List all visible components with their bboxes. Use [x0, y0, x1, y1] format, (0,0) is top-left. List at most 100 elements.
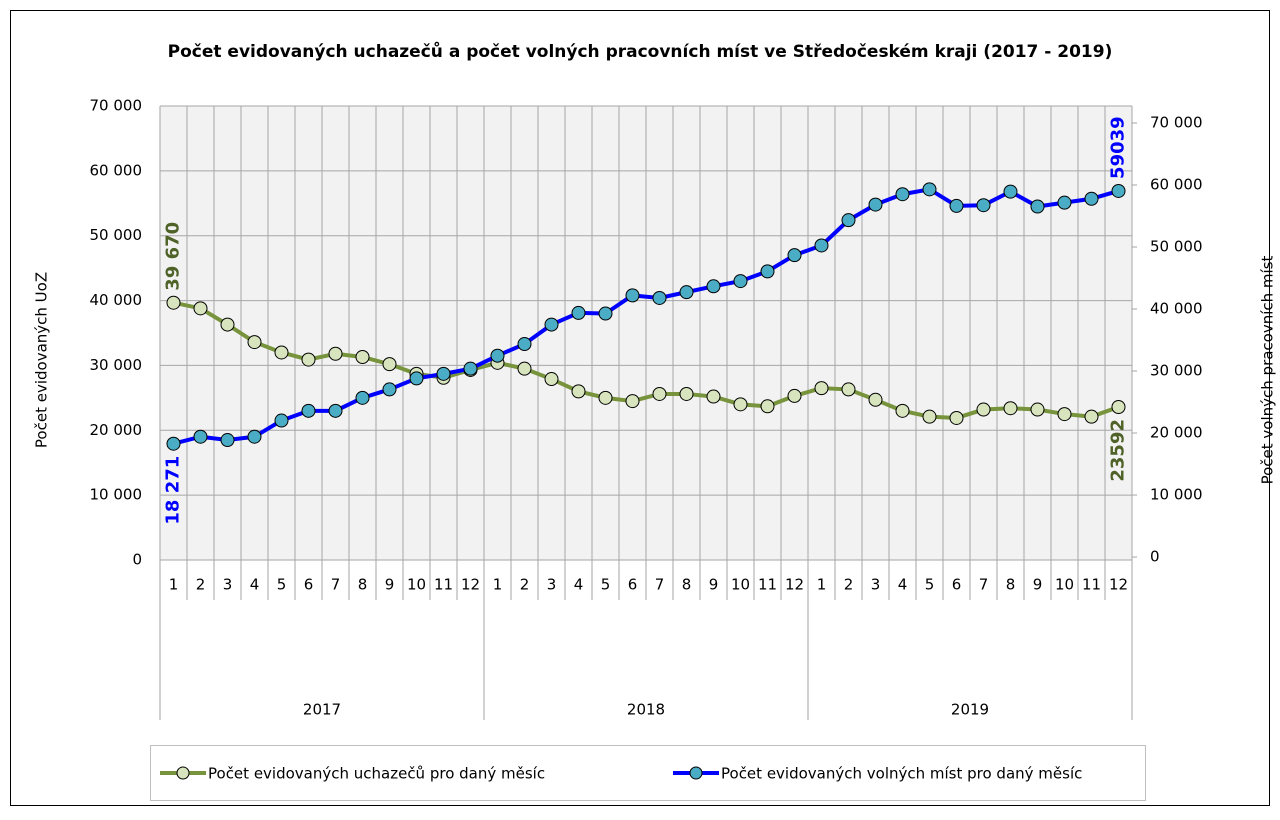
marker [652, 290, 667, 305]
x-tick-label: 5 [925, 576, 935, 594]
y2-tick-label: 20 000 [1150, 424, 1203, 442]
x-group-label: 2018 [627, 701, 665, 719]
marker [220, 433, 235, 448]
x-tick-label: 6 [628, 576, 638, 594]
x-tick-label: 3 [547, 576, 557, 594]
x-tick-label: 7 [655, 576, 665, 594]
marker [517, 361, 532, 376]
marker [193, 429, 208, 444]
marker [868, 392, 883, 407]
y-tick-label: 60 000 [90, 161, 143, 179]
y2-tick-label: 10 000 [1150, 486, 1203, 504]
y-tick-label: 30 000 [90, 356, 143, 374]
data-label: 59039 [1108, 116, 1129, 179]
y2-tick-label: 0 [1150, 548, 1160, 566]
x-tick-label: 9 [385, 576, 395, 594]
marker [571, 305, 586, 320]
y-axis-title: Počet evidovaných UoZ [33, 272, 51, 448]
marker [220, 317, 235, 332]
marker [760, 399, 775, 414]
x-tick-label: 6 [304, 576, 314, 594]
x-tick-label: 5 [277, 576, 287, 594]
x-tick-label: 1 [493, 576, 503, 594]
y2-tick-label: 50 000 [1150, 237, 1203, 255]
x-tick-label: 2 [520, 576, 530, 594]
marker [787, 388, 802, 403]
y2-tick-label: 70 000 [1150, 113, 1203, 131]
marker [1030, 199, 1045, 214]
x-tick-label: 4 [250, 576, 260, 594]
data-label: 23592 [1108, 419, 1129, 482]
marker [733, 274, 748, 289]
marker [949, 198, 964, 213]
marker [544, 372, 559, 387]
legend-marker [176, 766, 190, 780]
marker [193, 301, 208, 316]
x-tick-label: 8 [682, 576, 692, 594]
x-tick-label: 7 [979, 576, 989, 594]
marker [625, 394, 640, 409]
marker [733, 397, 748, 412]
marker [976, 402, 991, 417]
x-tick-label: 2 [844, 576, 854, 594]
x-tick-label: 1 [817, 576, 827, 594]
x-tick-label: 11 [1082, 576, 1101, 594]
x-group-label: 2019 [951, 701, 989, 719]
marker [301, 403, 316, 418]
marker [166, 436, 181, 451]
data-label: 39 670 [163, 222, 184, 291]
marker [247, 429, 262, 444]
marker [328, 346, 343, 361]
marker [328, 403, 343, 418]
x-tick-label: 4 [574, 576, 584, 594]
marker [1057, 195, 1072, 210]
marker [1111, 183, 1126, 198]
x-tick-label: 9 [709, 576, 719, 594]
x-tick-label: 10 [731, 576, 750, 594]
y2-tick-label: 40 000 [1150, 300, 1203, 318]
marker [274, 345, 289, 360]
marker [409, 371, 424, 386]
marker [652, 386, 667, 401]
marker [976, 198, 991, 213]
x-group-label: 2017 [303, 701, 341, 719]
marker [463, 361, 478, 376]
marker [625, 288, 640, 303]
marker [841, 382, 856, 397]
x-tick-label: 11 [758, 576, 777, 594]
marker [598, 306, 613, 321]
x-tick-label: 12 [785, 576, 804, 594]
x-tick-label: 4 [898, 576, 908, 594]
marker [1003, 184, 1018, 199]
y-tick-label: 10 000 [90, 486, 143, 504]
marker [1030, 402, 1045, 417]
marker [895, 187, 910, 202]
chart-title: Počet evidovaných uchazečů a počet volný… [168, 40, 1113, 62]
x-tick-label: 3 [871, 576, 881, 594]
marker [598, 390, 613, 405]
marker [436, 366, 451, 381]
marker [355, 390, 370, 405]
marker [517, 337, 532, 352]
x-tick-label: 1 [169, 576, 179, 594]
marker [814, 238, 829, 253]
x-tick-label: 5 [601, 576, 611, 594]
x-tick-label: 8 [358, 576, 368, 594]
y-tick-label: 40 000 [90, 291, 143, 309]
marker [706, 279, 721, 294]
y2-axis-title: Počet volných pracovních míst [1259, 255, 1277, 484]
marker [949, 410, 964, 425]
y2-tick-label: 60 000 [1150, 175, 1203, 193]
marker [382, 382, 397, 397]
legend-label: Počet evidovaných uchazečů pro daný měsí… [208, 765, 545, 783]
marker [922, 182, 937, 197]
marker [571, 384, 586, 399]
x-tick-label: 9 [1033, 576, 1043, 594]
marker [679, 285, 694, 300]
y-tick-label: 20 000 [90, 421, 143, 439]
marker [1057, 407, 1072, 422]
marker [1084, 409, 1099, 424]
marker [787, 248, 802, 263]
marker [922, 409, 937, 424]
marker [895, 403, 910, 418]
